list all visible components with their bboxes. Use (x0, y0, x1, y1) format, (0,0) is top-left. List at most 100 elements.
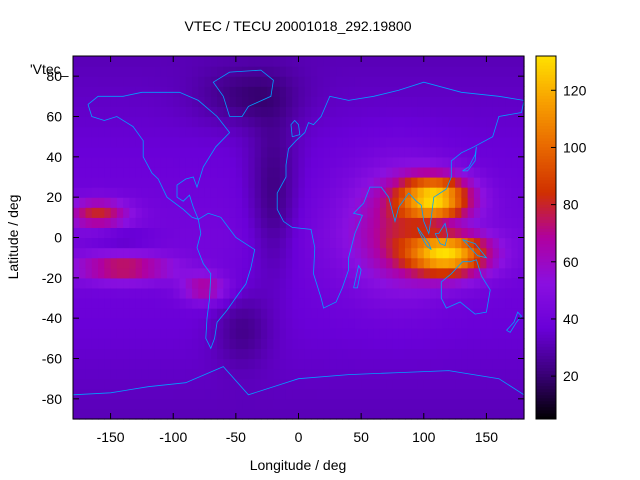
heatmap-cell (217, 277, 224, 289)
heatmap-cell (279, 66, 287, 77)
heatmap-cell (279, 368, 287, 380)
heatmap-cell (517, 378, 525, 390)
heatmap-cell (235, 56, 243, 67)
heatmap-cell (398, 177, 406, 188)
heatmap-cell (417, 257, 425, 269)
heatmap-cell (511, 388, 519, 400)
heatmap-cell (411, 86, 419, 97)
heatmap-cell (223, 76, 231, 87)
heatmap-cell (348, 237, 356, 249)
colorbar-swatch (536, 310, 556, 314)
heatmap-cell (229, 217, 237, 229)
heatmap-cell (498, 388, 506, 400)
heatmap-cell (404, 106, 412, 118)
heatmap-cell (398, 106, 406, 118)
heatmap-cell (455, 187, 462, 198)
heatmap-cell (367, 318, 375, 329)
heatmap-cell (204, 197, 212, 208)
heatmap-cell (129, 267, 137, 279)
heatmap-cell (135, 247, 143, 259)
heatmap-cell (304, 398, 312, 410)
heatmap-cell (442, 86, 450, 97)
heatmap-cell (448, 116, 456, 128)
heatmap-cell (436, 86, 444, 97)
heatmap-cell (329, 136, 337, 148)
heatmap-cell (79, 257, 87, 269)
heatmap-cell (173, 86, 181, 97)
heatmap-cell (417, 298, 425, 309)
heatmap-cell (192, 408, 199, 420)
heatmap-cell (480, 267, 488, 279)
heatmap-cell (517, 227, 525, 239)
heatmap-cell (411, 106, 419, 118)
heatmap-cell (279, 358, 287, 370)
heatmap-cell (386, 156, 394, 168)
heatmap-cell (192, 146, 199, 158)
heatmap-cell (436, 187, 444, 198)
colorbar-swatch (536, 116, 556, 121)
heatmap-cell (492, 156, 500, 168)
heatmap-cell (442, 166, 450, 178)
heatmap-cell (411, 56, 419, 67)
heatmap-cell (254, 146, 262, 158)
heatmap-cell (260, 318, 268, 329)
heatmap-cell (229, 177, 237, 188)
heatmap-cell (85, 116, 93, 128)
heatmap-cell (373, 56, 381, 67)
heatmap-cell (292, 328, 300, 339)
heatmap-cell (260, 187, 268, 198)
heatmap-cell (492, 247, 500, 259)
heatmap-cell (379, 106, 387, 118)
heatmap-cell (505, 177, 513, 188)
heatmap-cell (279, 318, 287, 329)
heatmap-cell (480, 378, 488, 390)
heatmap-cell (417, 328, 425, 339)
heatmap-cell (223, 328, 231, 339)
heatmap-cell (123, 146, 130, 158)
heatmap-cell (154, 267, 162, 279)
heatmap-cell (192, 277, 199, 289)
heatmap-cell (198, 96, 206, 108)
heatmap-cell (480, 166, 488, 178)
heatmap-cell (91, 217, 99, 229)
heatmap-cell (242, 106, 249, 118)
heatmap-cell (480, 187, 488, 198)
heatmap-cell (392, 187, 400, 198)
heatmap-cell (79, 156, 87, 168)
heatmap-cell (304, 166, 312, 178)
heatmap-cell (185, 267, 193, 279)
heatmap-cell (361, 96, 368, 108)
heatmap-cell (455, 257, 462, 269)
heatmap-cell (517, 277, 525, 289)
heatmap-cell (141, 348, 149, 360)
heatmap-cell (430, 136, 437, 148)
heatmap-cell (166, 76, 174, 87)
heatmap-cell (116, 237, 124, 249)
heatmap-cell (110, 338, 118, 350)
colorbar-swatch (536, 161, 556, 166)
heatmap-cell (398, 126, 406, 138)
heatmap-cell (254, 116, 262, 128)
heatmap-cell (473, 187, 481, 198)
heatmap-cell (217, 318, 224, 329)
heatmap-cell (317, 136, 325, 148)
heatmap-cell (373, 146, 381, 158)
heatmap-cell (229, 126, 237, 138)
heatmap-cell (398, 146, 406, 158)
heatmap-cell (166, 277, 174, 289)
heatmap-cell (148, 358, 156, 370)
heatmap-cell (448, 388, 456, 400)
heatmap-cell (498, 378, 506, 390)
heatmap-cell (229, 287, 237, 299)
heatmap-cell (480, 126, 488, 138)
heatmap-cell (467, 96, 475, 108)
heatmap-cell (411, 378, 419, 390)
heatmap-cell (411, 298, 419, 309)
heatmap-cell (229, 66, 237, 77)
heatmap-cell (298, 106, 306, 118)
heatmap-cell (348, 257, 356, 269)
heatmap-cell (461, 116, 469, 128)
heatmap-cell (348, 126, 356, 138)
heatmap-cell (311, 408, 318, 420)
heatmap-cell (192, 338, 199, 350)
